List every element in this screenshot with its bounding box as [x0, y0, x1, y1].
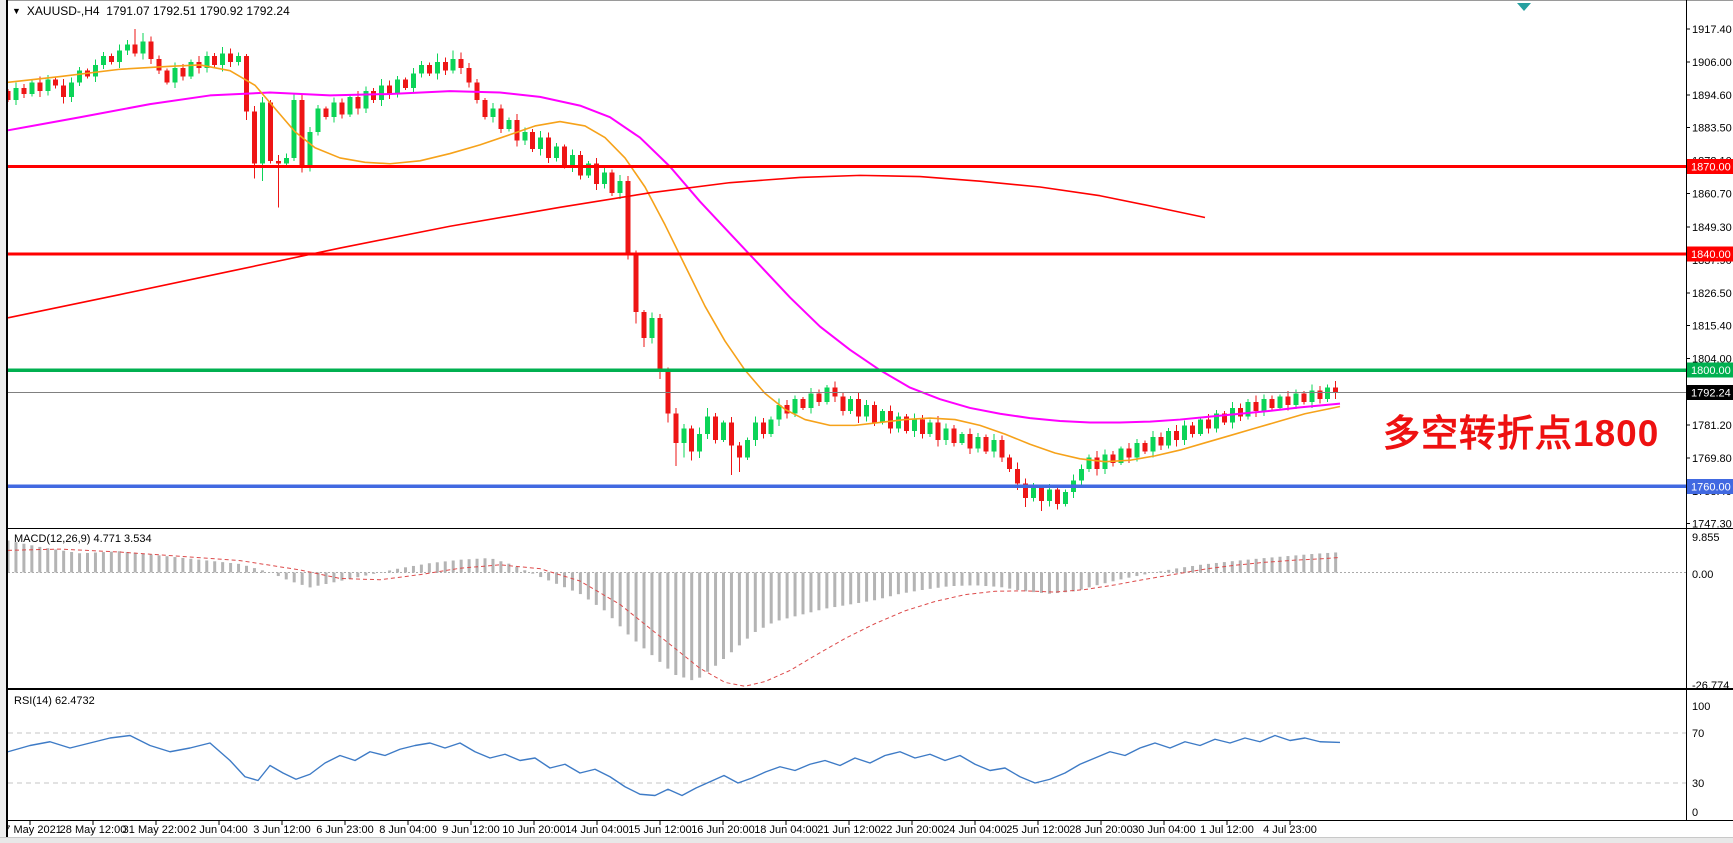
- window-left-edge: [0, 0, 7, 837]
- time-tick-label: 3 Jun 12:00: [253, 824, 311, 836]
- symbol-ohlc-text: XAUUSD-,H4 1791.07 1792.51 1790.92 1792.…: [26, 4, 290, 18]
- price-tick-label: 1917.40: [1692, 24, 1732, 36]
- candles-layer: [5, 28, 1339, 512]
- price-level-badge: 1792.24: [1691, 388, 1731, 400]
- rsi-label: RSI(14) 62.4732: [14, 695, 95, 707]
- time-tick-label: 15 Jun 12:00: [628, 824, 692, 836]
- levels-layer: [7, 165, 1686, 489]
- time-tick-label: 30 Jun 04:00: [1132, 824, 1196, 836]
- rsi-scale-30: 30: [1692, 778, 1704, 790]
- price-tick-label: 1849.30: [1692, 222, 1732, 234]
- price-level-badge: 1800.00: [1691, 365, 1731, 377]
- ma-magenta: [7, 90, 1341, 424]
- time-tick-label: 18 Jun 04:00: [754, 824, 818, 836]
- time-tick-label: 31 May 22:00: [123, 824, 190, 836]
- ma-orange: [7, 64, 1341, 463]
- collapse-arrow-icon[interactable]: ▼: [12, 5, 21, 16]
- rsi-panel: 100 70 30 0: [7, 701, 1710, 819]
- time-tick-label: 10 Jun 20:00: [502, 824, 566, 836]
- time-tick-label: 2 Jun 04:00: [190, 824, 248, 836]
- price-tick-label: 1747.30: [1692, 518, 1732, 530]
- time-tick-label: 21 Jun 12:00: [817, 824, 881, 836]
- macd-scale-max: 9.855: [1692, 532, 1720, 544]
- macd-scale-zero: 0.00: [1692, 569, 1713, 581]
- price-tick-label: 1894.60: [1692, 90, 1732, 102]
- rsi-line: [7, 734, 1341, 797]
- time-tick-label: 25 Jun 12:00: [1006, 824, 1070, 836]
- time-tick-label: 4 Jul 23:00: [1263, 824, 1317, 836]
- price-tick-label: 1883.50: [1692, 122, 1732, 134]
- time-tick-label: 6 Jun 23:00: [316, 824, 374, 836]
- chart-annotation-text: 多空转折点1800: [1383, 413, 1660, 454]
- price-tick-label: 1815.40: [1692, 320, 1732, 332]
- time-tick-label: 9 Jun 12:00: [442, 824, 500, 836]
- time-tick-label: 8 Jun 04:00: [379, 824, 437, 836]
- time-tick-label: 24 Jun 04:00: [943, 824, 1007, 836]
- price-level-badge: 1840.00: [1691, 249, 1731, 261]
- macd-label: MACD(12,26,9) 4.771 3.534: [14, 533, 152, 545]
- rsi-scale-70: 70: [1692, 728, 1704, 740]
- price-level-badge: 1870.00: [1691, 162, 1731, 174]
- price-axis: 1917.401906.001894.601883.501872.101860.…: [1686, 24, 1733, 530]
- window-top-edge: [0, 0, 1733, 1]
- price-tick-label: 1769.80: [1692, 453, 1732, 465]
- time-tick-label: 14 Jun 04:00: [565, 824, 629, 836]
- time-tick-label: 28 Jun 20:00: [1069, 824, 1133, 836]
- rsi-scale-0: 0: [1692, 807, 1698, 819]
- macd-signal-line: [7, 548, 1341, 687]
- ohlc-header: ▼ XAUUSD-,H4 1791.07 1792.51 1790.92 179…: [12, 4, 290, 18]
- price-level-badge: 1760.00: [1691, 481, 1731, 493]
- price-tick-label: 1906.00: [1692, 57, 1732, 69]
- time-tick-label: 22 Jun 20:00: [880, 824, 944, 836]
- price-tick-label: 1804.00: [1692, 354, 1732, 366]
- price-tick-label: 1781.20: [1692, 420, 1732, 432]
- macd-panel: 9.855 0.00 -26.774: [6, 532, 1729, 692]
- time-tick-label: 16 Jun 20:00: [691, 824, 755, 836]
- rsi-scale-100: 100: [1692, 701, 1710, 713]
- ma-red: [7, 174, 1206, 319]
- chart-shift-marker-icon[interactable]: [1517, 3, 1531, 11]
- price-tick-label: 1860.70: [1692, 189, 1732, 201]
- time-tick-label: 28 May 12:00: [60, 824, 127, 836]
- time-tick-label: 27 May 2021: [0, 824, 62, 836]
- window-bottom-edge: [0, 837, 1733, 843]
- price-tick-label: 1826.50: [1692, 288, 1732, 300]
- time-tick-label: 1 Jul 12:00: [1200, 824, 1254, 836]
- macd-scale-min: -26.774: [1692, 680, 1729, 692]
